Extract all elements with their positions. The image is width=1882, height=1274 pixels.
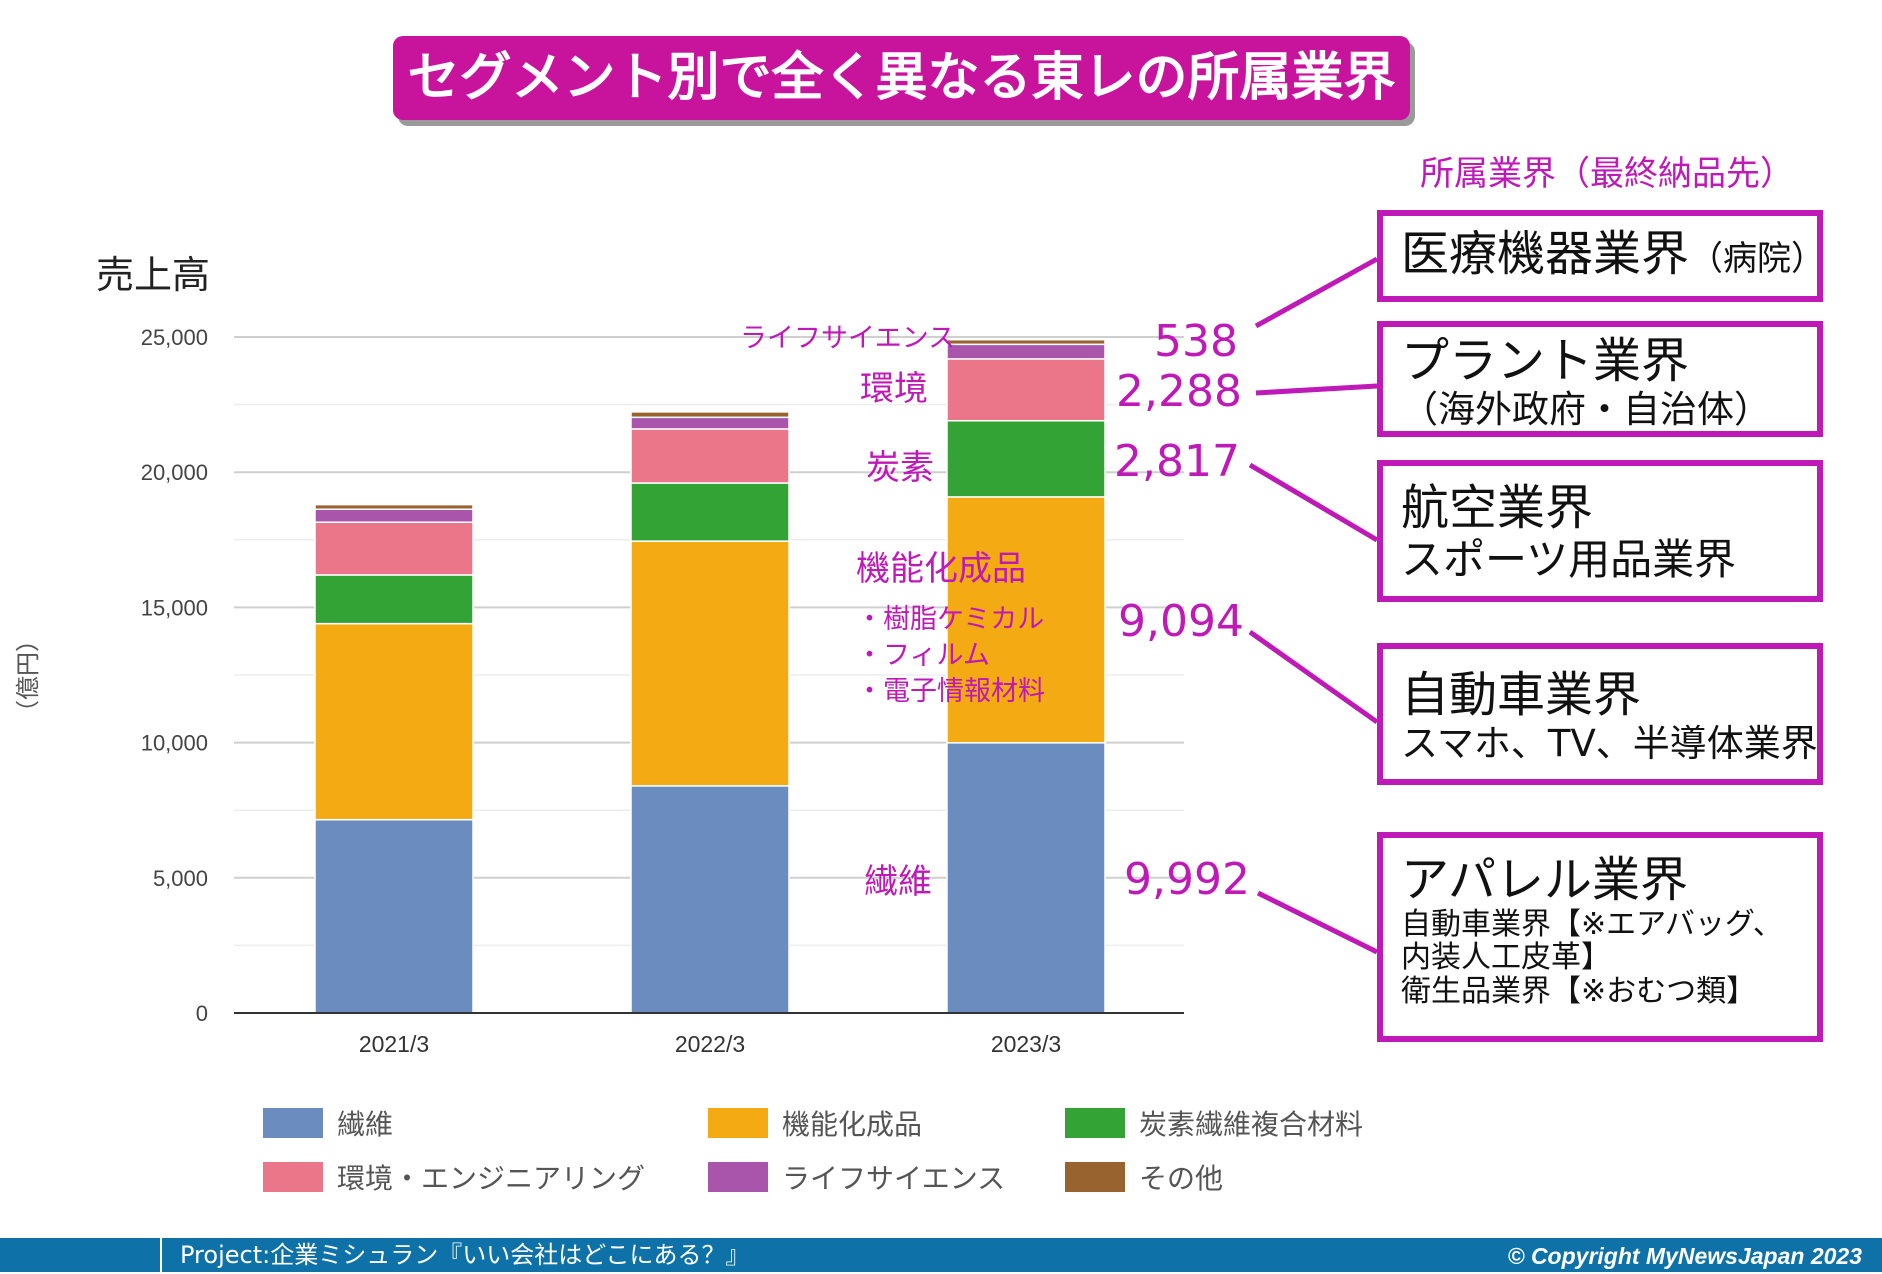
industry-detail: 衛生品業界【※おむつ類】	[1401, 973, 1757, 1009]
value-label-environment: 2,288	[1116, 366, 1242, 417]
industry-name: 自動車業界	[1401, 667, 1642, 723]
legend-swatch	[1065, 1108, 1125, 1138]
industry-header: 所属業界（最終納品先）	[1420, 154, 1794, 194]
bar-segment	[946, 358, 1106, 422]
value-label-carbon: 2,817	[1114, 436, 1240, 487]
slide-title: セグメント別で全く異なる東レの所属業界	[393, 36, 1410, 120]
legend-label: その他	[1139, 1162, 1223, 1195]
industry-sub: （海外政府・自治体）	[1401, 387, 1771, 431]
bar-segment	[630, 428, 790, 484]
bar-segment	[630, 482, 790, 542]
x-tick-label: 2023/3	[991, 1031, 1061, 1057]
industry-name: 医療機器業界	[1401, 226, 1690, 282]
bar-segment	[314, 622, 474, 821]
legend-label: 機能化成品	[782, 1108, 922, 1141]
industry-box-plant: プラント業界 （海外政府・自治体）	[1377, 321, 1823, 437]
value-label-fiber: 9,992	[1124, 854, 1250, 905]
legend-label: 繊維	[337, 1108, 393, 1141]
footer-project: Project:企業ミシュラン『いい会社はどこにある？』	[160, 1238, 749, 1272]
stacked-bar-chart: 売上高 （億円） 0 5,000 10,000 15,000 20,000 25,000 2…	[14, 154, 1794, 1195]
legend-swatch	[1065, 1162, 1125, 1192]
y-tick-label: 5,000	[153, 866, 208, 891]
industry-box-aerospace: 航空業界 スポーツ用品業界	[1377, 460, 1823, 602]
industry-box-auto: 自動車業界 スマホ、TV、半導体業界	[1377, 643, 1823, 785]
industry-suffix: （病院）	[1689, 239, 1826, 279]
leader-line-life-science	[1254, 256, 1379, 329]
bar-segment	[946, 343, 1106, 360]
industry-detail: 内装人工皮革】	[1401, 940, 1611, 976]
bar-segment	[946, 338, 1106, 346]
functional-item: ・フィルム	[856, 640, 990, 671]
y-tick-label: 10,000	[141, 731, 208, 756]
industry-box-apparel: アパレル業界 自動車業界【※エアバッグ、 内装人工皮革】 衛生品業界【※おむつ類…	[1377, 832, 1823, 1042]
industry-box-medical: 医療機器業界（病院）	[1377, 210, 1826, 302]
bar-segment	[630, 785, 790, 1014]
x-tick-label: 2022/3	[675, 1031, 745, 1057]
legend-swatch	[708, 1108, 768, 1138]
segment-label-carbon: 炭素	[866, 448, 934, 488]
value-label-life-science: 538	[1154, 316, 1238, 367]
bar-segment	[314, 508, 474, 523]
functional-item: ・電子情報材料	[856, 676, 1045, 707]
y-tick-label: 20,000	[141, 460, 208, 485]
legend-swatch	[263, 1162, 323, 1192]
x-tick-label: 2021/3	[359, 1031, 429, 1057]
functional-item: ・樹脂ケミカル	[856, 604, 1044, 635]
bar-segment	[946, 496, 1106, 744]
industry-detail: 自動車業界【※エアバッグ、	[1401, 906, 1783, 942]
bar-segment	[314, 521, 474, 576]
bar-segment	[630, 411, 790, 419]
legend-label: ライフサイエンス	[782, 1162, 1005, 1195]
y-axis-top-label: 売上高	[96, 255, 210, 297]
footer-copyright: © Copyright MyNewsJapan 2023	[1507, 1243, 1862, 1269]
y-tick-label: 15,000	[141, 595, 208, 620]
bar-segment	[630, 540, 790, 787]
footer-bar: Project:企業ミシュラン『いい会社はどこにある？』 © Copyright…	[0, 1238, 1882, 1272]
segment-label-life-science: ライフサイエンス	[740, 323, 955, 354]
leader-line-environment	[1255, 383, 1378, 396]
bar-segment	[946, 742, 1106, 1014]
legend-swatch	[263, 1108, 323, 1138]
bar-segment	[314, 503, 474, 510]
industry-sub: スマホ、TV、半導体業界	[1401, 721, 1818, 765]
bar-segment	[630, 416, 790, 430]
bar-segment	[314, 818, 474, 1014]
value-label-functional: 9,094	[1118, 596, 1244, 647]
industry-name: アパレル業界	[1401, 852, 1689, 908]
segment-label-environment: 環境	[860, 369, 928, 409]
leader-line-carbon	[1248, 462, 1379, 543]
industry-name: 航空業界	[1401, 480, 1594, 536]
bar-segment	[314, 574, 474, 625]
y-tick-label: 25,000	[141, 325, 208, 350]
leader-line-functional	[1248, 629, 1379, 725]
legend-swatch	[708, 1162, 768, 1192]
y-axis-unit: （億円）	[14, 628, 42, 724]
industry-sub: スポーツ用品業界	[1401, 534, 1737, 584]
segment-label-fiber: 繊維	[864, 862, 932, 902]
y-tick-label: 0	[196, 1001, 208, 1026]
legend-label: 環境・エンジニアリング	[337, 1162, 645, 1195]
legend-label: 炭素繊維複合材料	[1139, 1108, 1363, 1141]
bar-segment	[946, 419, 1106, 498]
leader-line-fiber	[1256, 890, 1379, 955]
segment-label-functional: 機能化成品	[856, 549, 1026, 589]
industry-name: プラント業界	[1401, 333, 1690, 389]
